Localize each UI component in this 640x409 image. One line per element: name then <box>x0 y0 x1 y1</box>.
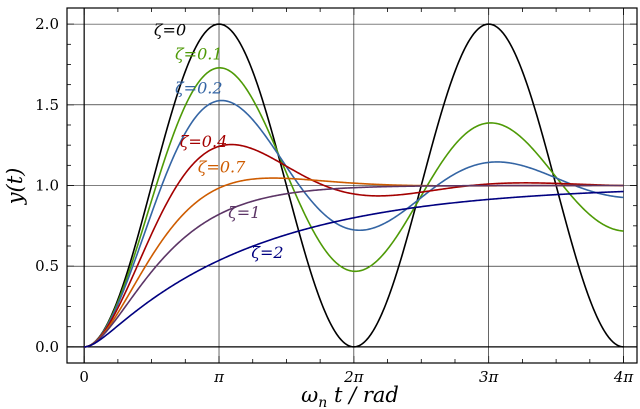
x-tick-label: 2π <box>343 368 365 386</box>
y-tick-label: 1.5 <box>35 96 59 114</box>
x-tick-label: 4π <box>613 368 635 386</box>
x-tick-label: 0 <box>79 368 89 386</box>
series-label: ζ=0.1 <box>175 45 223 64</box>
series-curve <box>84 190 624 348</box>
y-tick-label: 0.0 <box>35 338 59 356</box>
series-curves <box>84 23 624 348</box>
series-curve <box>84 143 624 348</box>
series-curve <box>84 67 624 348</box>
series-label: ζ=0 <box>154 20 186 39</box>
series-label: ζ=0.4 <box>180 132 228 151</box>
series-label: ζ=1 <box>228 203 260 222</box>
series-curve <box>84 184 624 348</box>
y-tick-label: 0.5 <box>35 257 59 275</box>
x-tick-label: 3π <box>479 368 500 386</box>
series-label: ζ=0.7 <box>198 158 246 177</box>
series-curve <box>84 23 624 348</box>
x-axis-label: ωn t / rad <box>301 383 399 409</box>
x-tick-label: π <box>213 368 225 386</box>
series-label: ζ=2 <box>251 243 283 262</box>
series-curve <box>84 99 624 348</box>
y-tick-label: 1.0 <box>35 177 59 195</box>
series-label: ζ=0.2 <box>175 79 223 98</box>
y-axis-label: y(t) <box>3 168 27 206</box>
axis-ticks <box>67 8 637 363</box>
series-labels: ζ=0 ζ=0.1 ζ=0.2 ζ=0.4 ζ=0.7 ζ=1 ζ=2 <box>154 20 284 262</box>
tick-labels: 0 π 2π 3π 4π 0.0 0.5 1.0 1.5 2.0 <box>35 15 634 386</box>
y-tick-label: 2.0 <box>35 15 59 33</box>
